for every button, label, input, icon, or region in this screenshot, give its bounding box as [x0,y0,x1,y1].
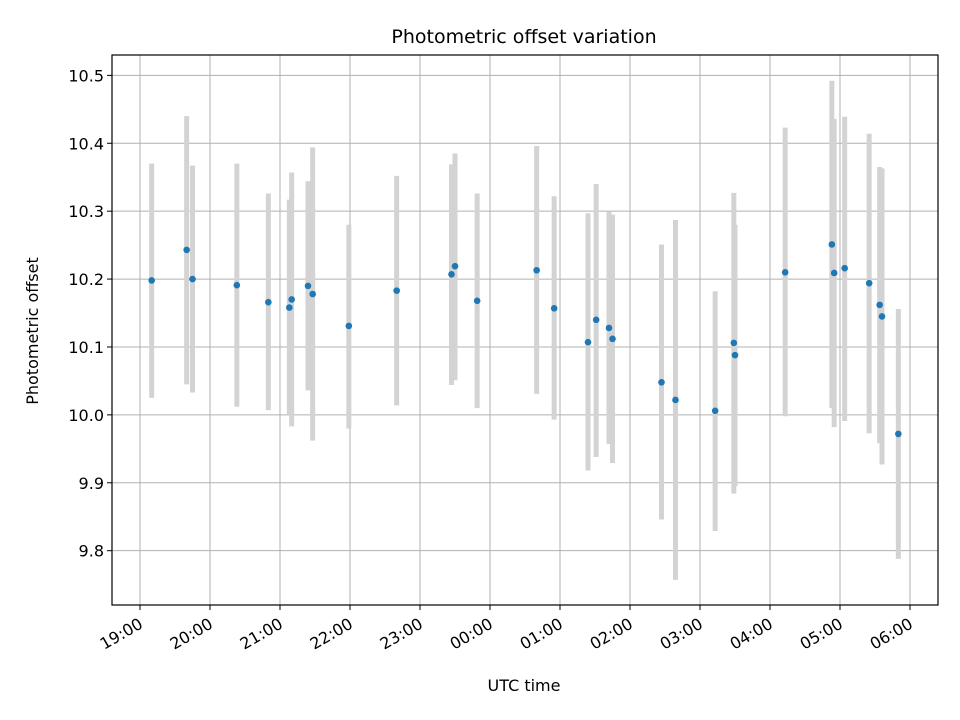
data-point [393,287,400,294]
data-point [309,290,316,298]
y-tick-label: 10.1 [68,338,104,357]
y-tick-label: 10.2 [68,270,104,289]
y-tick-label: 10.4 [68,134,104,153]
data-point [288,296,295,303]
data-point [878,313,886,320]
data-point [533,266,540,274]
chart-title: Photometric offset variation [391,26,656,48]
data-point [658,378,665,386]
data-point [876,301,883,309]
y-axis-ticks: 9.8 9.9 10.0 10.1 10.2 10.3 10.4 10.5 [68,66,112,561]
data-point [711,407,719,415]
data-point [233,281,241,289]
data-point [609,335,616,343]
data-point [189,275,196,283]
data-point [451,262,459,270]
data-point [473,297,481,305]
data-point [592,316,600,324]
y-axis-title: Photometric offset [23,257,42,405]
data-point [448,271,455,278]
data-point [584,338,592,346]
data-point [730,339,738,347]
data-point [183,246,190,254]
y-tick-label: 10.3 [68,202,104,221]
y-tick-label: 9.9 [79,474,104,493]
data-points [148,241,902,438]
data-point [865,279,873,287]
data-point [781,268,789,276]
data-point [304,282,312,290]
y-tick-label: 10.5 [68,66,104,85]
data-point [895,430,902,438]
data-point [265,298,272,306]
x-axis-title: UTC time [488,676,561,695]
data-point [830,269,838,277]
grid [112,55,938,605]
data-point [672,396,679,404]
plot-area-frame [111,54,939,606]
y-tick-label: 9.8 [79,542,104,561]
data-point [731,351,739,359]
data-point [286,304,293,311]
y-tick-label: 10.0 [68,406,104,425]
data-point [148,277,155,284]
data-point [828,241,836,248]
data-point [841,264,848,272]
data-point [605,324,613,332]
data-point [345,322,353,330]
data-point [550,304,558,312]
